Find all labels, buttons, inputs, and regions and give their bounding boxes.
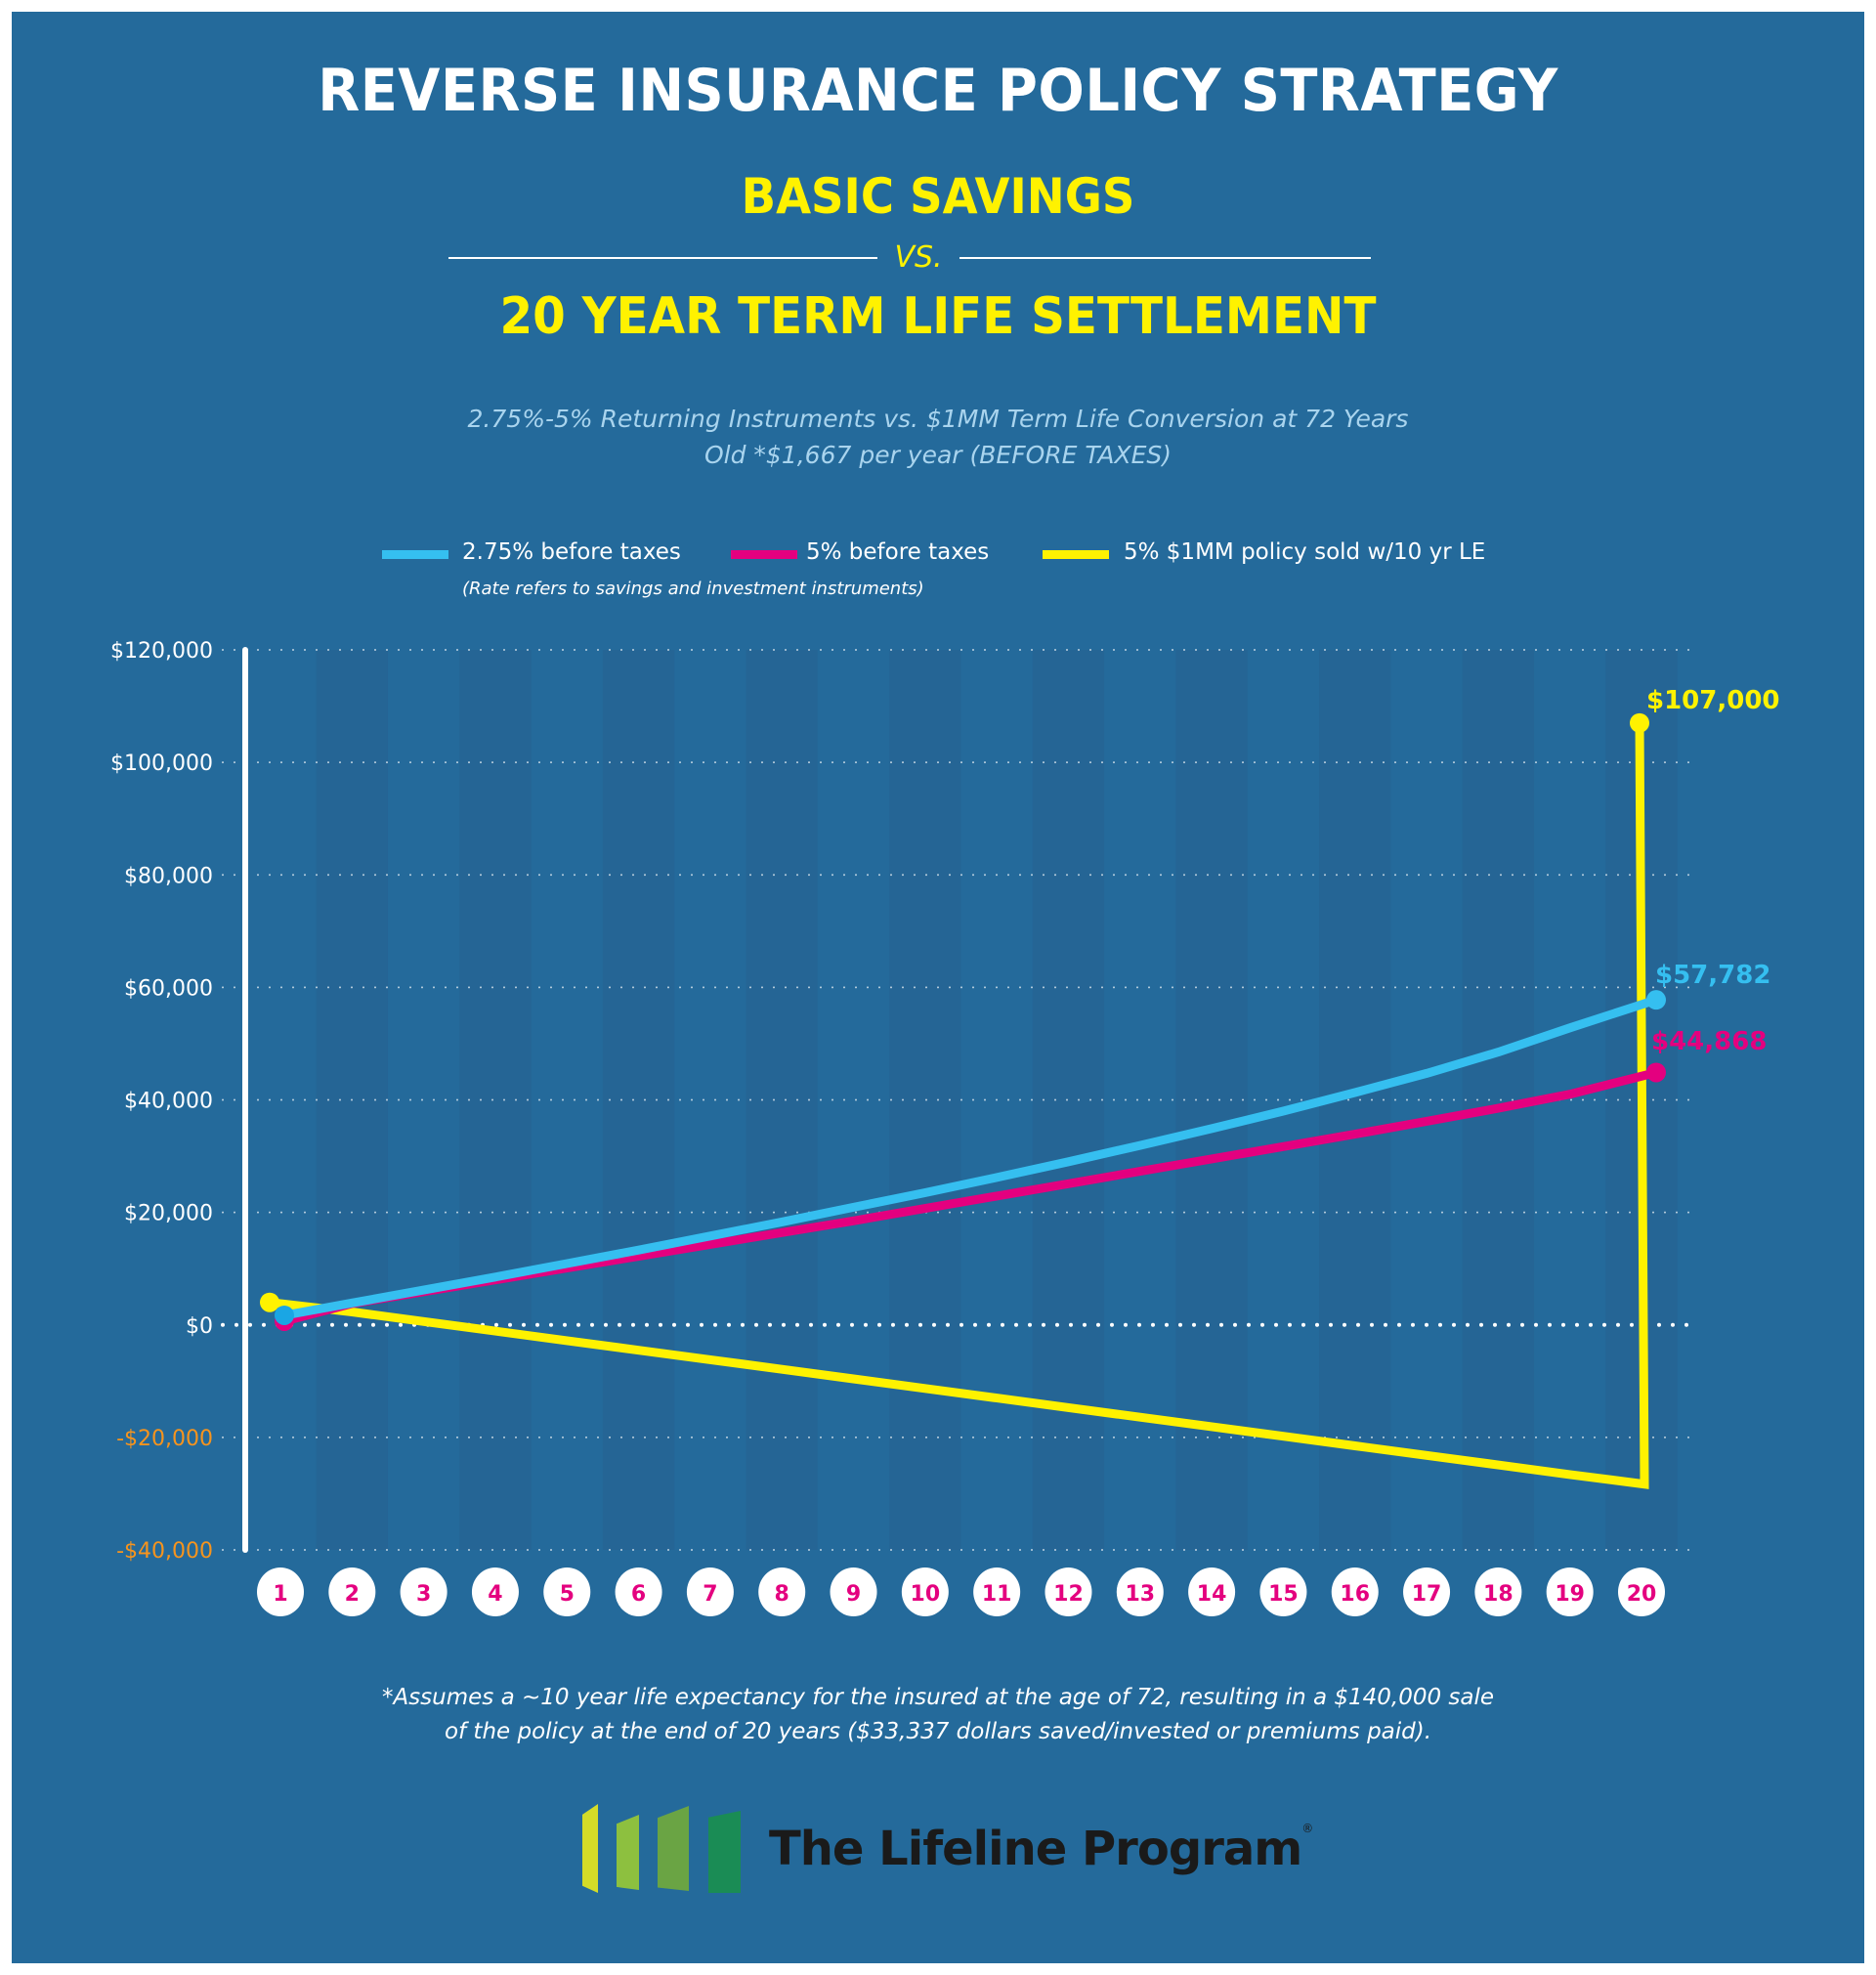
description-line-1: 2.75%-5% Returning Instruments vs. $1MM … [467, 405, 1409, 433]
logo-text: The Lifeline Program® [769, 1822, 1313, 1876]
logo-bar-icon [708, 1811, 741, 1893]
x-tick-badge [257, 1567, 304, 1616]
x-tick-badge [543, 1567, 591, 1616]
chart-description: 2.75%-5% Returning Instruments vs. $1MM … [0, 401, 1876, 473]
x-tick-label: 11 [982, 1582, 1012, 1607]
footnote-line-1: *Assumes a ~10 year life expectancy for … [381, 1685, 1495, 1710]
legend-swatch-yellow [1043, 550, 1109, 559]
x-tick-label: 17 [1412, 1582, 1442, 1607]
x-tick-label: 18 [1483, 1582, 1514, 1607]
x-tick-label: 15 [1268, 1582, 1299, 1607]
x-tick-badge [1474, 1567, 1522, 1616]
x-tick-badge [830, 1567, 877, 1616]
x-tick-badge [1331, 1567, 1379, 1616]
legend-label: 5% before taxes [806, 539, 990, 565]
x-tick-label: 14 [1197, 1582, 1227, 1607]
lifeline-logo: The Lifeline Program® [582, 1804, 1313, 1894]
series-end-point [1630, 712, 1649, 733]
y-tick-label: $40,000 [124, 1090, 213, 1114]
x-tick-badge [1045, 1567, 1092, 1616]
page-title: REVERSE INSURANCE POLICY STRATEGY [318, 57, 1558, 125]
x-tick-badge [901, 1567, 949, 1616]
legend-swatch-blue [382, 550, 448, 559]
y-tick-label: $0 [186, 1314, 213, 1339]
x-tick-label: 12 [1053, 1582, 1084, 1607]
x-tick-badge [1618, 1567, 1665, 1616]
y-tick-label: $20,000 [124, 1202, 213, 1226]
logo-bar-icon [658, 1806, 689, 1891]
x-tick-label: 7 [703, 1582, 717, 1607]
legend-label: 5% $1MM policy sold w/10 yr LE [1124, 539, 1486, 565]
column-stripe [1175, 650, 1248, 1550]
x-tick-label: 20 [1627, 1582, 1657, 1607]
x-tick-label: 10 [911, 1582, 941, 1607]
series-lines [260, 712, 1666, 1489]
vs-line-right [959, 257, 1371, 259]
x-tick-badge [686, 1567, 734, 1616]
legend-swatch-pink [731, 550, 797, 559]
footnote-line-2: of the policy at the end of 20 years ($3… [444, 1719, 1432, 1744]
x-tick-badge [1403, 1567, 1451, 1616]
y-tick-label: $60,000 [124, 976, 213, 1001]
x-tick-badge [1259, 1567, 1307, 1616]
x-tick-label: 19 [1555, 1582, 1585, 1607]
end-labels: $107,000 $57,782 $44,868 [1646, 686, 1780, 1056]
x-tick-badge [471, 1567, 519, 1616]
logo-bar-icon [582, 1804, 598, 1893]
x-tick-label: 16 [1340, 1582, 1370, 1607]
description-line-2: Old *$1,667 per year (BEFORE TAXES) [704, 441, 1172, 469]
x-tick-badge [758, 1567, 806, 1616]
y-axis-ticks: $120,000 $100,000 $80,000 $60,000 $40,000 $20… [110, 639, 213, 1564]
end-label-2-75: $57,782 [1655, 961, 1770, 990]
column-stripes [316, 650, 1678, 1550]
x-tick-label: 2 [345, 1582, 360, 1607]
x-tick-label: 5 [560, 1582, 575, 1607]
logo-bar-icon [617, 1815, 639, 1890]
y-tick-label: $100,000 [110, 751, 213, 776]
series-line-policy [269, 722, 1649, 1489]
vs-line-left [448, 257, 877, 259]
series-start-point [260, 1292, 279, 1312]
legend-label: 2.75% before taxes [462, 539, 681, 565]
registered-mark: ® [1301, 1822, 1313, 1835]
y-tick-label: -$40,000 [116, 1539, 213, 1564]
column-stripe [459, 650, 532, 1550]
series-line-2-75 [279, 995, 1661, 1320]
x-tick-badge [973, 1567, 1021, 1616]
footnote: *Assumes a ~10 year life expectancy for … [0, 1681, 1876, 1749]
x-tick-label: 6 [631, 1582, 646, 1607]
y-tick-label: $120,000 [110, 639, 213, 664]
x-tick-badge [400, 1567, 448, 1616]
end-label-5: $44,868 [1651, 1027, 1767, 1056]
x-tick-label: 8 [775, 1582, 789, 1607]
column-stripe [1032, 650, 1105, 1550]
legend-note: (Rate refers to savings and investment i… [462, 579, 924, 599]
subtitle-term-life: 20 YEAR TERM LIFE SETTLEMENT [499, 287, 1377, 346]
end-label-policy: $107,000 [1646, 686, 1780, 715]
column-stripe [746, 650, 818, 1550]
x-tick-label: 3 [416, 1582, 431, 1607]
x-tick-badge [1546, 1567, 1594, 1616]
x-tick-badge [328, 1567, 376, 1616]
x-tick-badge [615, 1567, 662, 1616]
column-stripe [602, 650, 675, 1550]
x-tick-badge [1116, 1567, 1164, 1616]
x-tick-label: 9 [846, 1582, 861, 1607]
x-tick-label: 4 [488, 1582, 502, 1607]
subtitle-basic-savings: BASIC SAVINGS [741, 168, 1135, 225]
y-tick-label: -$20,000 [116, 1427, 213, 1451]
x-tick-badge [1188, 1567, 1236, 1616]
series-end-point [1646, 1062, 1666, 1083]
logo-name: The Lifeline Program [769, 1822, 1302, 1876]
x-tick-label: 1 [273, 1582, 287, 1607]
series-end-point [1646, 990, 1666, 1010]
vs-divider: VS. [448, 240, 1371, 276]
vs-text: VS. [894, 240, 943, 275]
series-start-point [275, 1305, 294, 1325]
x-axis-ticks: 1 2 3 4 5 6 7 8 9 10 11 12 13 14 15 16 17 18 19 20 [257, 1567, 1665, 1616]
x-tick-label: 13 [1125, 1582, 1155, 1607]
y-tick-label: $80,000 [124, 864, 213, 888]
